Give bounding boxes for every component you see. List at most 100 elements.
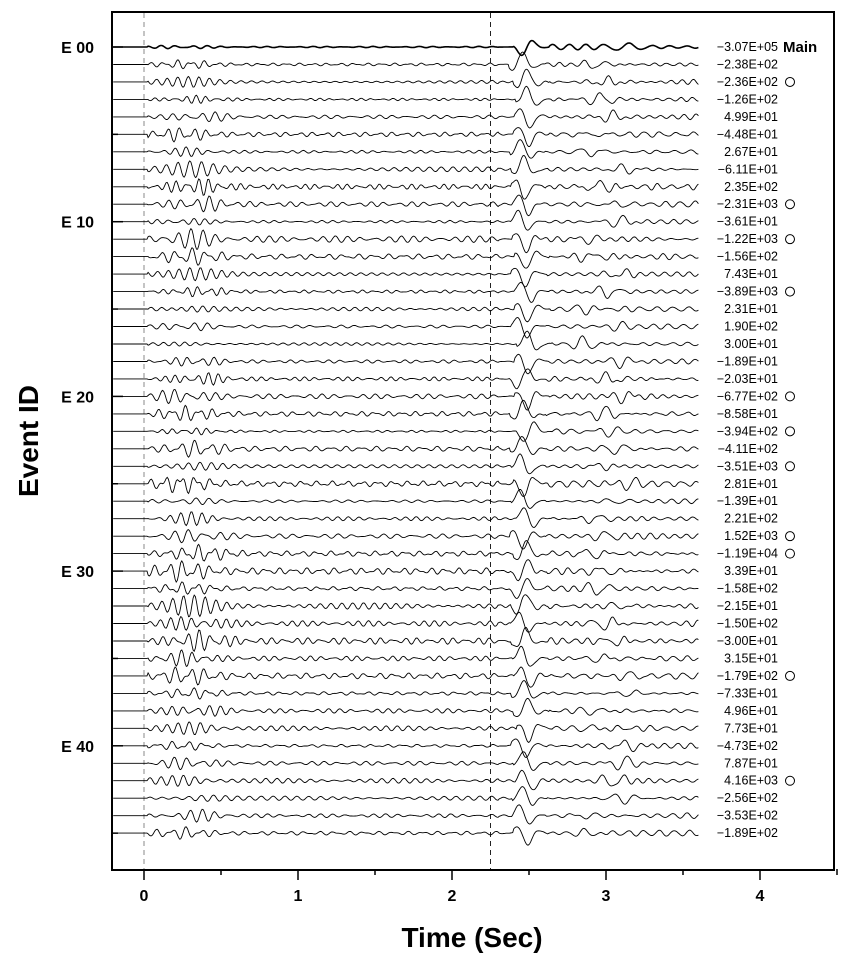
event-marker-circle <box>785 775 795 786</box>
event-marker-circle <box>785 391 795 402</box>
amplitude-label: −2.03E+01 <box>717 372 778 386</box>
trace-line <box>113 529 699 550</box>
trace-line <box>113 399 699 422</box>
event-marker-circle <box>785 670 795 681</box>
amplitude-label: −3.51E+03 <box>717 459 778 473</box>
amplitude-label: 1.90E+02 <box>724 320 778 334</box>
plot-frame <box>111 11 835 871</box>
trace-line <box>113 751 699 771</box>
trace-line <box>113 594 699 618</box>
trace-line <box>113 39 699 57</box>
trace-line <box>113 108 699 129</box>
amplitude-label: 7.43E+01 <box>724 267 778 281</box>
y-axis-label: Event ID <box>13 385 44 497</box>
amplitude-label: −3.00E+01 <box>717 634 778 648</box>
trace-line <box>113 476 699 497</box>
trace-line <box>113 611 699 633</box>
trace-line <box>113 697 699 717</box>
trace-line <box>113 436 699 458</box>
amplitude-label: −3.61E+01 <box>717 215 778 229</box>
trace-line <box>113 539 699 562</box>
trace-line <box>113 368 699 390</box>
amplitude-label: 4.96E+01 <box>724 704 778 718</box>
event-marker-circle <box>785 461 795 472</box>
amplitude-label: 2.81E+01 <box>724 477 778 491</box>
trace-line <box>113 578 699 599</box>
event-marker-circle <box>785 76 795 87</box>
amplitude-label: 4.99E+01 <box>724 110 778 124</box>
trace-line <box>113 826 699 846</box>
y-tick-label: E 40 <box>61 739 94 756</box>
amplitude-label: −3.07E+05 <box>717 40 778 54</box>
amplitude-label: −6.77E+02 <box>717 389 778 403</box>
trace-line <box>113 738 699 759</box>
traces-group <box>113 39 699 846</box>
amplitude-label: −2.56E+02 <box>717 791 778 805</box>
event-marker-circle <box>785 199 795 210</box>
amplitude-label: −1.89E+01 <box>717 354 778 368</box>
x-tick-label: 3 <box>602 888 611 905</box>
trace-line <box>113 68 699 89</box>
amplitude-label: −1.39E+01 <box>717 494 778 508</box>
x-ticks: 0 1 2 3 4 <box>140 869 838 905</box>
trace-line <box>113 281 699 303</box>
amplitude-label: −1.50E+02 <box>717 617 778 631</box>
main-event-label: Main <box>783 39 817 56</box>
trace-line <box>113 154 699 179</box>
trace-line <box>113 507 699 528</box>
trace-line <box>113 389 699 411</box>
amplitude-label: 2.21E+02 <box>724 512 778 526</box>
event-marker-circle <box>785 234 795 245</box>
amplitude-label: −2.15E+01 <box>717 599 778 613</box>
amplitude-label: −1.19E+04 <box>717 547 778 561</box>
amplitude-labels: −3.07E+05 −2.38E+02 −2.36E+02 −1.26E+02 4.99… <box>717 39 817 840</box>
x-tick-label: 2 <box>448 888 457 905</box>
amplitude-label: −1.26E+02 <box>717 92 778 106</box>
y-tick-label: E 00 <box>61 40 94 57</box>
trace-line <box>113 194 699 217</box>
amplitude-label: 2.35E+02 <box>724 180 778 194</box>
amplitude-label: −2.38E+02 <box>717 57 778 71</box>
amplitude-label: 3.15E+01 <box>724 651 778 665</box>
event-marker-circle <box>785 426 795 437</box>
trace-line <box>113 317 699 339</box>
trace-line <box>113 85 699 106</box>
trace-line <box>113 453 699 475</box>
y-tick-label: E 20 <box>61 389 94 406</box>
trace-line <box>113 804 699 825</box>
x-tick-label: 0 <box>140 888 149 905</box>
amplitude-label: −4.48E+01 <box>717 127 778 141</box>
event-marker-circle <box>785 286 795 297</box>
amplitude-label: −3.94E+02 <box>717 424 778 438</box>
trace-line <box>113 51 699 71</box>
x-tick-label: 1 <box>294 888 303 905</box>
y-tick-label: E 30 <box>61 564 94 581</box>
x-axis-label: Time (Sec) <box>401 922 542 953</box>
trace-line <box>113 139 699 159</box>
trace-line <box>113 127 699 148</box>
trace-line <box>113 247 699 269</box>
trace-line <box>113 489 699 509</box>
amplitude-label: −1.79E+02 <box>717 669 778 683</box>
trace-line <box>113 421 699 442</box>
amplitude-label: −3.53E+02 <box>717 809 778 823</box>
y-tick-label: E 10 <box>61 215 94 232</box>
trace-line <box>113 303 699 323</box>
y-ticks: E 00 E 10 E 20 E 30 E 40 <box>61 40 123 834</box>
trace-line <box>113 679 699 700</box>
trace-line <box>113 353 699 375</box>
trace-line <box>113 227 699 254</box>
amplitude-label: 1.52E+03 <box>724 529 778 543</box>
event-marker-circle <box>785 548 795 559</box>
trace-line <box>113 626 699 653</box>
amplitude-label: 3.39E+01 <box>724 564 778 578</box>
trace-line <box>113 267 699 288</box>
trace-line <box>113 786 699 806</box>
amplitude-label: −1.89E+02 <box>717 826 778 840</box>
trace-line <box>113 209 699 231</box>
trace-line <box>113 645 699 668</box>
x-tick-label: 4 <box>756 888 765 905</box>
amplitude-label: −1.56E+02 <box>717 250 778 264</box>
amplitude-label: 7.87E+01 <box>724 756 778 770</box>
amplitude-label: 2.67E+01 <box>724 145 778 159</box>
